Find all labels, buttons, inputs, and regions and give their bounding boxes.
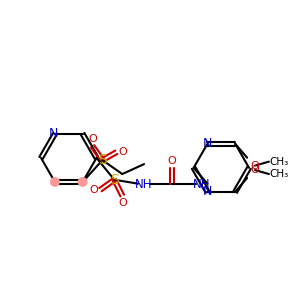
Text: N: N [49,128,58,140]
Text: NH: NH [193,178,210,191]
Text: S: S [110,173,119,187]
Text: O: O [119,147,128,157]
Text: N: N [203,137,212,150]
Circle shape [50,177,60,187]
Text: S: S [98,153,107,167]
Text: O: O [118,199,127,208]
Text: O: O [250,160,260,171]
Text: CH₃: CH₃ [269,157,288,166]
Text: O: O [167,156,176,166]
Text: CH₃: CH₃ [269,169,288,179]
Circle shape [78,177,88,187]
Text: N: N [203,185,212,198]
Text: O: O [250,165,260,175]
Text: O: O [89,184,98,195]
Text: NH: NH [135,178,153,191]
Text: O: O [88,134,97,144]
